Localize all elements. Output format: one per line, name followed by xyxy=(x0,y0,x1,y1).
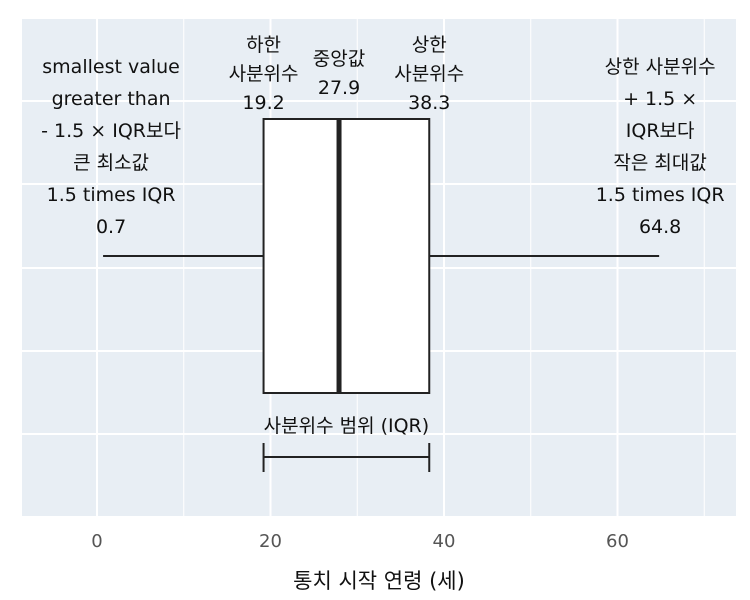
upper-whisker-annotation-line: IQR보다 xyxy=(626,120,695,142)
lower-whisker-annotation-line: 1.5 times IQR xyxy=(47,184,176,206)
upper-whisker-annotation-line: 1.5 times IQR xyxy=(596,184,725,206)
q3-annotation-line: 상한 xyxy=(412,34,447,56)
box-and-whiskers xyxy=(103,118,660,394)
q3-annotation-line: 38.3 xyxy=(408,92,450,114)
upper-whisker-annotation-line: 상한 사분위수 xyxy=(605,56,716,78)
q1-annotation-line: 하한 xyxy=(246,34,281,56)
q1-annotation-line: 사분위수 xyxy=(229,63,299,85)
lower-whisker-annotation-line: greater than xyxy=(52,88,171,110)
x-tick-label: 60 xyxy=(606,531,629,552)
median-annotation-line: 중앙값 xyxy=(313,48,365,70)
upper-whisker-annotation-line: 64.8 xyxy=(639,216,681,238)
x-tick-label: 0 xyxy=(91,531,102,552)
x-tick-label: 20 xyxy=(259,531,282,552)
median-annotation-line: 27.9 xyxy=(318,77,360,99)
x-tick-label: 40 xyxy=(433,531,456,552)
lower-whisker-annotation-line: 0.7 xyxy=(96,216,126,238)
x-axis-ticks: 0 20 40 60 xyxy=(91,531,629,552)
upper-whisker-annotation-line: + 1.5 × xyxy=(623,88,697,110)
iqr-bracket: 사분위수 범위 (IQR) xyxy=(262,415,431,472)
upper-whisker-annotation-line: 작은 최대값 xyxy=(613,152,706,174)
lower-whisker-annotation-line: - 1.5 × IQR보다 xyxy=(41,120,181,142)
median-annotation: 중앙값 27.9 xyxy=(313,48,365,99)
q1-annotation-line: 19.2 xyxy=(242,92,284,114)
iqr-box xyxy=(262,118,431,394)
x-axis-label: 통치 시작 연령 (세) xyxy=(293,569,465,593)
lower-whisker-annotation-line: 큰 최소값 xyxy=(73,152,149,174)
iqr-label: 사분위수 범위 (IQR) xyxy=(264,415,430,437)
lower-whisker-annotation-line: smallest value xyxy=(42,56,180,78)
q3-annotation-line: 사분위수 xyxy=(394,63,464,85)
